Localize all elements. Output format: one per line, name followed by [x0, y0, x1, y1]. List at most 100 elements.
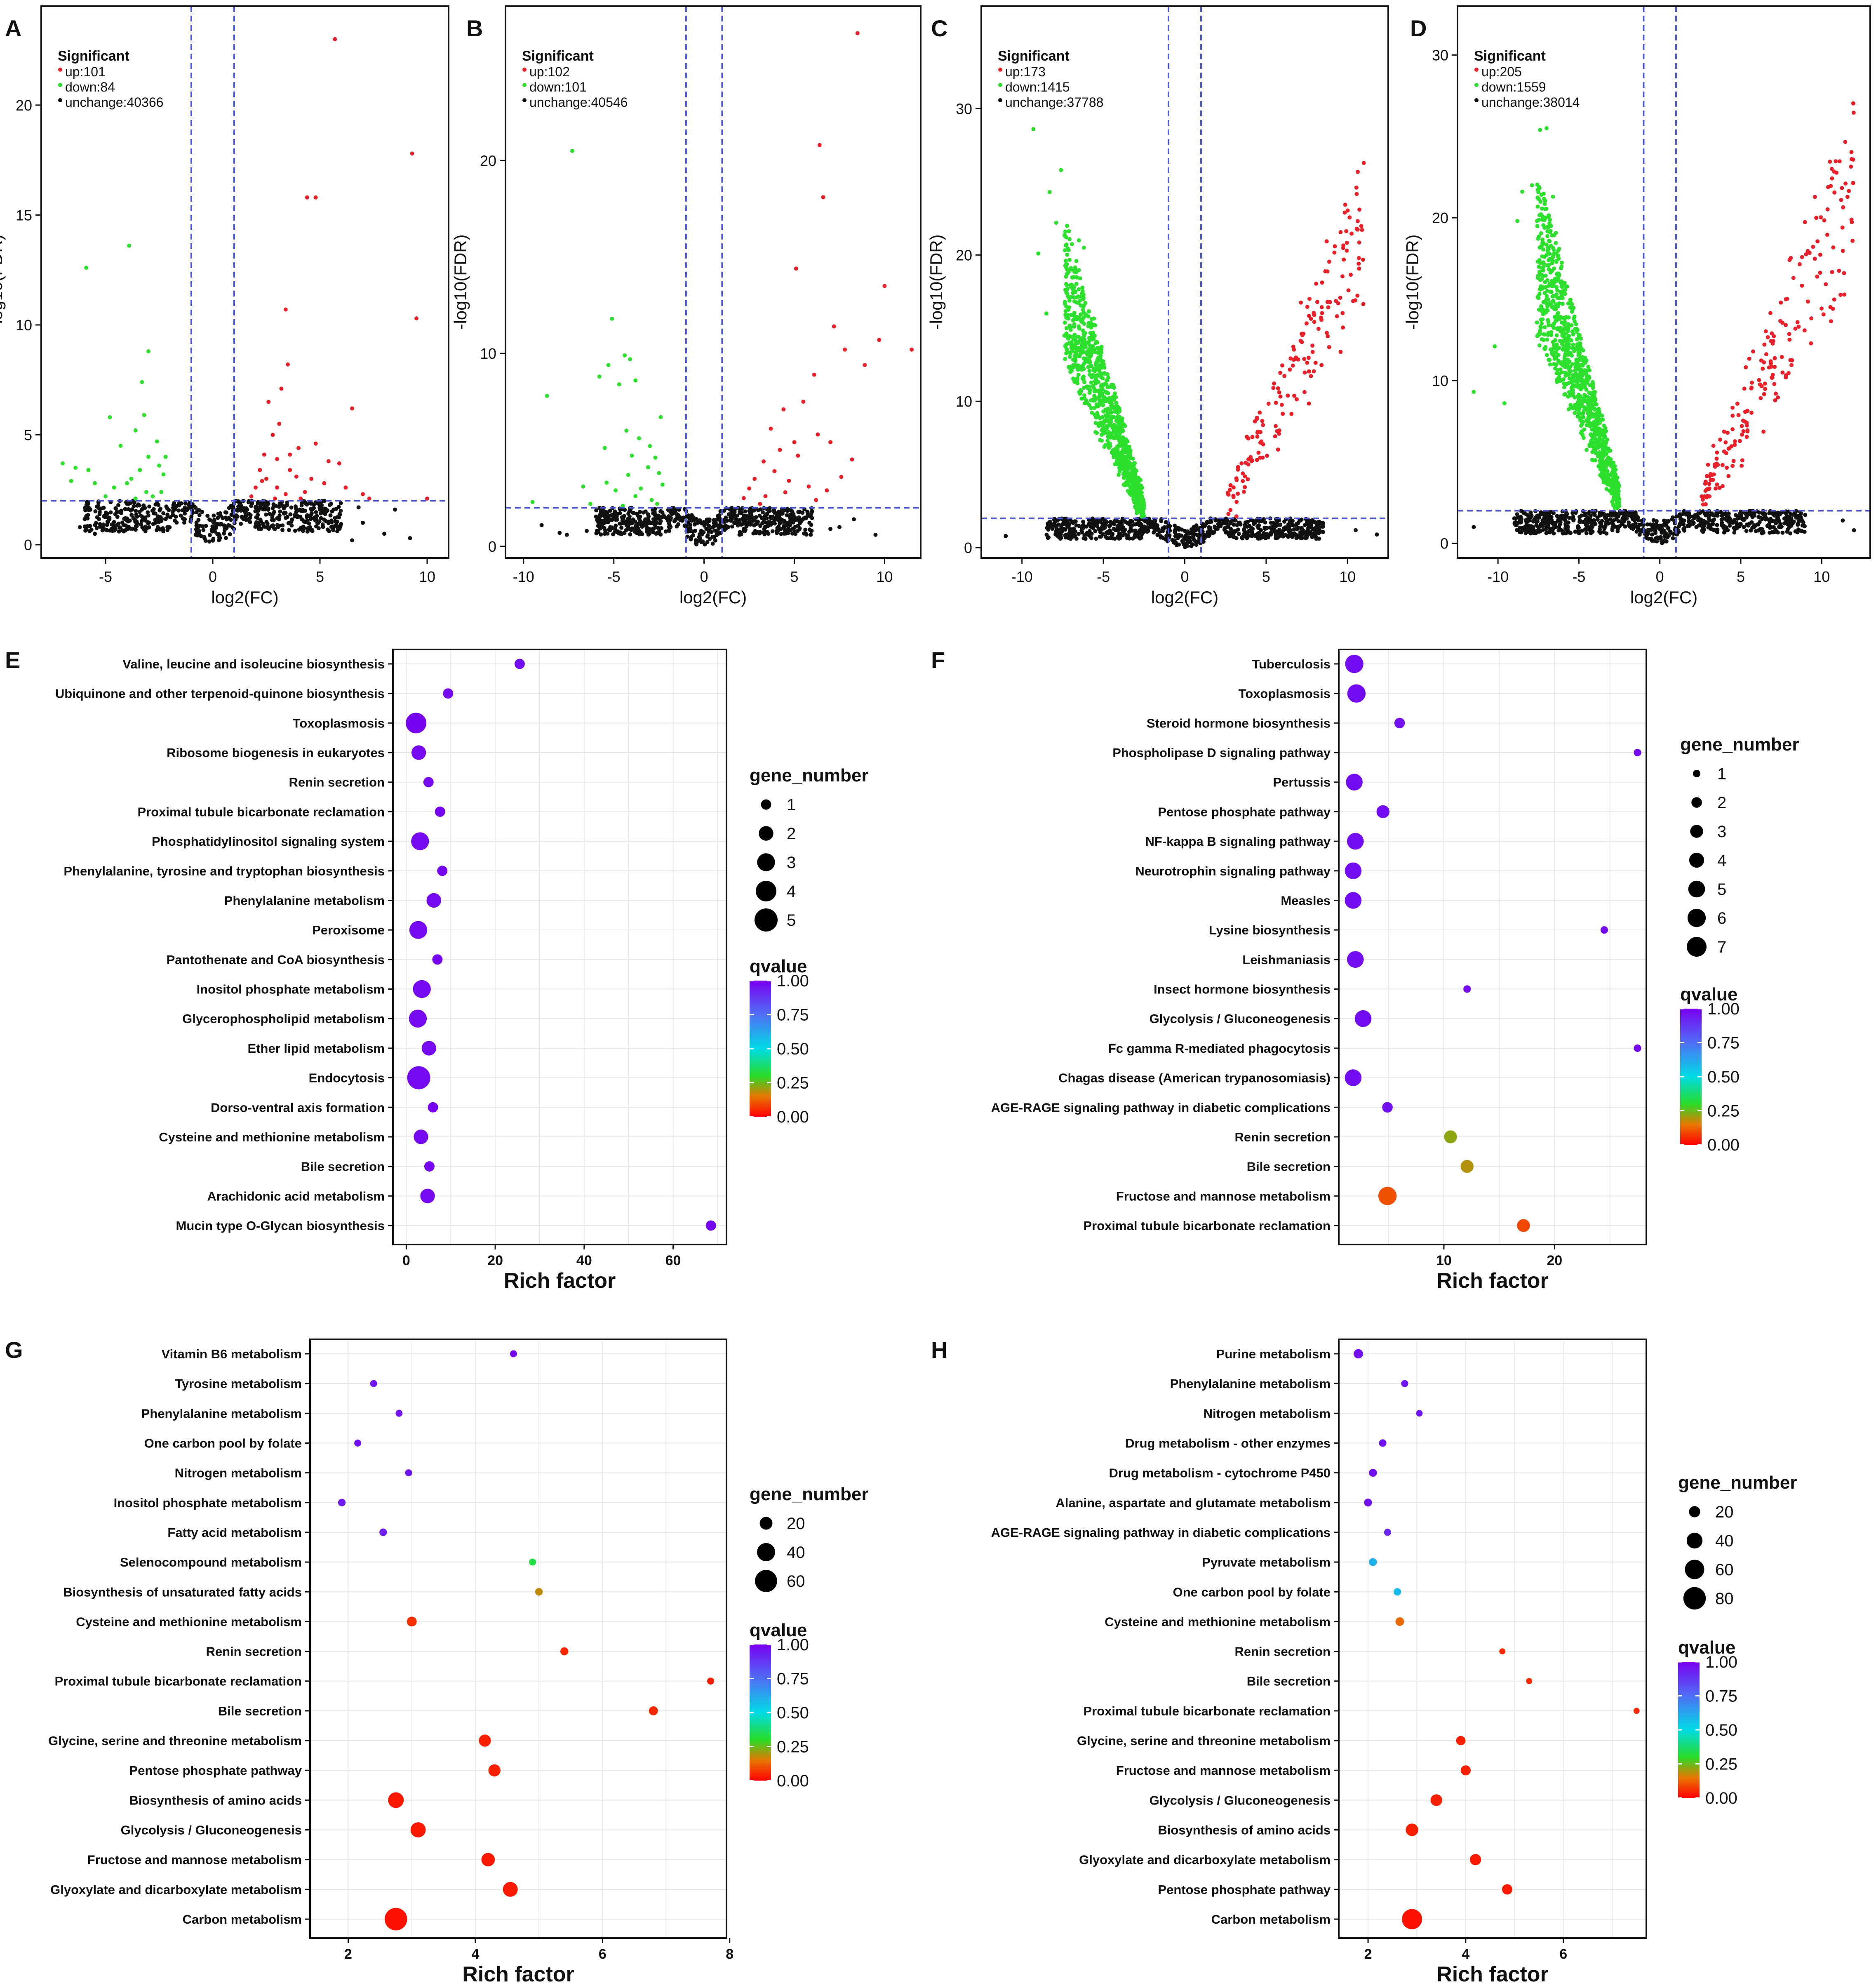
point-up	[752, 477, 757, 481]
point-unchange	[270, 518, 274, 522]
point-down	[639, 486, 643, 491]
point-unchange	[1292, 532, 1296, 536]
point-unchange	[757, 513, 762, 518]
point-down	[1542, 191, 1546, 196]
point-down	[1114, 452, 1118, 456]
point-down	[159, 490, 164, 494]
point-down	[1103, 443, 1107, 447]
point-unchange	[319, 511, 323, 515]
point-up	[1357, 240, 1361, 245]
point-down	[1547, 239, 1552, 243]
point-unchange	[1548, 514, 1552, 518]
point-unchange	[134, 524, 139, 528]
point-unchange	[1527, 524, 1531, 528]
point-unchange	[1300, 536, 1304, 540]
point-unchange	[1556, 518, 1561, 523]
legend-marker-unchange	[998, 98, 1002, 102]
point-down	[1133, 504, 1137, 509]
point-unchange	[1232, 522, 1236, 527]
point-unchange	[770, 529, 775, 534]
point-unchange	[1559, 513, 1564, 518]
point-unchange	[1651, 518, 1656, 522]
point-unchange	[751, 531, 756, 536]
point-down	[1568, 403, 1573, 407]
point-down	[1141, 501, 1146, 506]
point-unchange	[1585, 511, 1590, 516]
point-down	[1578, 411, 1582, 416]
point-unchange	[1659, 539, 1664, 543]
point-unchange	[769, 522, 773, 527]
point-down	[1098, 438, 1102, 442]
point-up	[1312, 369, 1316, 374]
point-unchange	[1746, 523, 1751, 528]
point-unchange	[653, 522, 657, 527]
point-unchange	[174, 520, 179, 525]
point-up	[1359, 224, 1364, 228]
point-unchange	[737, 520, 742, 525]
point-unchange	[1728, 523, 1732, 528]
point-up	[1319, 305, 1324, 309]
point-down	[1557, 375, 1561, 379]
point-unchange	[758, 507, 763, 512]
point-up	[1338, 230, 1343, 234]
point-up	[1361, 257, 1365, 262]
point-down	[1117, 473, 1121, 477]
point-down	[1538, 200, 1543, 204]
point-unchange	[605, 532, 610, 536]
point-unchange	[271, 512, 275, 516]
point-unchange	[275, 523, 280, 527]
point-unchange	[1299, 518, 1304, 522]
point-unchange	[1688, 523, 1692, 527]
point-unchange	[1676, 528, 1681, 532]
point-unchange	[1710, 519, 1715, 523]
point-unchange	[361, 520, 365, 525]
point-unchange	[227, 523, 232, 528]
point-down	[1576, 393, 1581, 397]
point-up	[1354, 192, 1359, 196]
point-up	[1258, 430, 1263, 434]
point-down	[1139, 504, 1144, 509]
point-down	[1078, 276, 1082, 281]
point-down	[1582, 409, 1586, 413]
point-unchange	[1145, 529, 1150, 534]
point-down	[1072, 299, 1077, 303]
point-unchange	[641, 510, 646, 515]
point-down	[1546, 323, 1551, 327]
point-up	[863, 363, 867, 367]
point-unchange	[1566, 525, 1570, 529]
point-down	[1096, 422, 1100, 426]
point-unchange	[765, 521, 769, 525]
point-unchange	[113, 506, 118, 511]
point-unchange	[1112, 536, 1117, 541]
point-unchange	[1081, 520, 1085, 524]
point-unchange	[630, 526, 635, 531]
point-unchange	[323, 509, 327, 514]
point-up	[1355, 293, 1360, 298]
point-unchange	[805, 510, 810, 514]
point-up	[1338, 350, 1343, 354]
point-down	[1065, 224, 1070, 228]
point-unchange	[1604, 531, 1609, 536]
point-down	[1541, 265, 1546, 269]
point-unchange	[327, 503, 332, 507]
point-up	[778, 448, 782, 452]
point-unchange	[287, 528, 291, 532]
point-unchange	[1728, 518, 1733, 522]
point-down	[1559, 266, 1563, 271]
point-unchange	[163, 517, 168, 521]
point-unchange	[116, 503, 120, 508]
point-unchange	[741, 521, 746, 526]
point-unchange	[194, 527, 198, 532]
point-up	[812, 372, 816, 377]
point-unchange	[293, 529, 297, 533]
point-unchange	[207, 539, 212, 544]
point-up	[275, 457, 279, 461]
point-unchange	[1237, 520, 1242, 525]
point-down	[103, 494, 108, 499]
point-unchange	[132, 504, 136, 508]
point-down	[1552, 233, 1556, 238]
point-unchange	[718, 523, 722, 527]
point-unchange	[1625, 511, 1629, 516]
point-unchange	[730, 517, 734, 521]
point-unchange	[1749, 520, 1754, 525]
